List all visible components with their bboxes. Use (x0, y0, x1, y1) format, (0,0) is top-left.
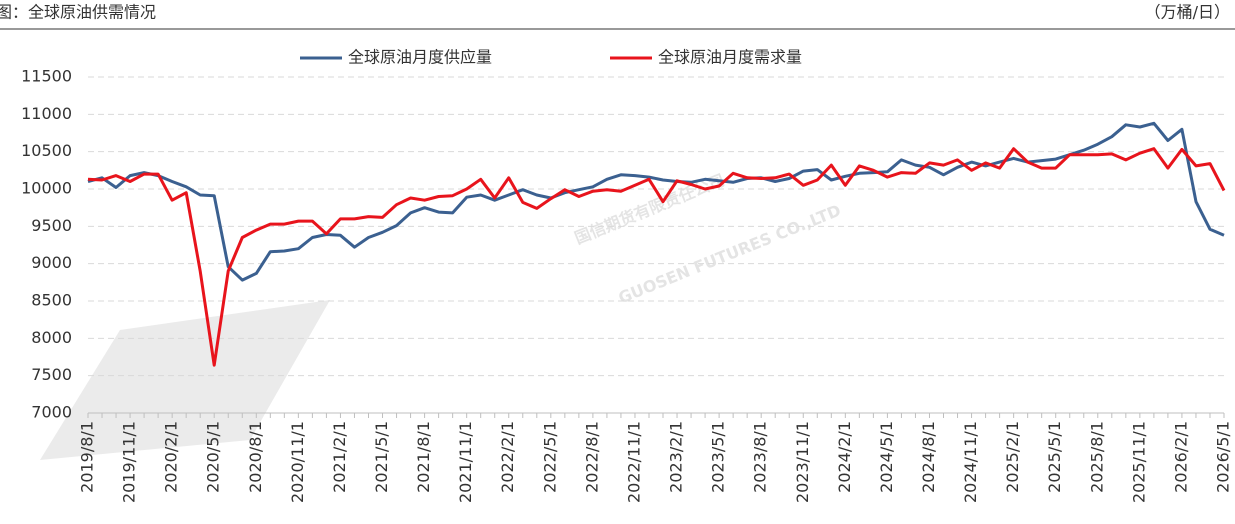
x-tick-label: 2026/5/1 (1214, 421, 1233, 493)
legend-label: 全球原油月度供应量 (348, 48, 492, 67)
x-tick-label: 2025/8/1 (1087, 421, 1106, 493)
watermark-logo (40, 300, 330, 460)
x-tick-label: 2024/8/1 (919, 421, 938, 493)
chart-title: 图：全球原油供需情况 (0, 3, 156, 22)
x-tick-label: 2025/11/1 (1129, 421, 1148, 503)
y-tick-label: 7500 (31, 365, 72, 384)
x-tick-label: 2024/2/1 (835, 421, 854, 493)
y-tick-label: 9000 (31, 253, 72, 272)
x-tick-label: 2022/2/1 (498, 421, 517, 493)
x-tick-label: 2023/2/1 (667, 421, 686, 493)
x-tick-label: 2023/11/1 (793, 421, 812, 503)
x-tick-label: 2020/11/1 (288, 421, 307, 503)
x-tick-label: 2019/8/1 (78, 421, 97, 493)
unit-label: （万桶/日） (1145, 3, 1230, 22)
x-tick-label: 2026/2/1 (1171, 421, 1190, 493)
series-line (87, 121, 1225, 282)
y-tick-label: 10000 (21, 179, 72, 198)
y-tick-label: 7000 (31, 403, 72, 422)
x-tick-label: 2021/11/1 (456, 421, 475, 503)
x-tick-label: 2022/8/1 (582, 421, 601, 493)
x-tick-label: 2020/8/1 (246, 421, 265, 493)
x-tick-label: 2020/5/1 (204, 421, 223, 493)
y-tick-label: 9500 (31, 216, 72, 235)
x-tick-label: 2021/5/1 (372, 421, 391, 493)
legend-label: 全球原油月度需求量 (658, 48, 802, 67)
y-tick-label: 8500 (31, 291, 72, 310)
x-tick-label: 2024/11/1 (961, 421, 980, 503)
y-tick-label: 10500 (21, 141, 72, 160)
y-tick-label: 11000 (21, 104, 72, 123)
x-tick-label: 2023/8/1 (751, 421, 770, 493)
y-tick-label: 11500 (21, 67, 72, 86)
x-tick-label: 2022/5/1 (540, 421, 559, 493)
series-line (87, 147, 1226, 367)
x-tick-label: 2024/5/1 (877, 421, 896, 493)
x-tick-label: 2025/2/1 (1003, 421, 1022, 493)
x-tick-label: 2021/2/1 (330, 421, 349, 493)
x-tick-label: 2020/2/1 (162, 421, 181, 493)
y-tick-label: 8000 (31, 328, 72, 347)
x-tick-label: 2019/11/1 (120, 421, 139, 503)
x-tick-label: 2025/5/1 (1045, 421, 1064, 493)
x-tick-label: 2021/8/1 (414, 421, 433, 493)
x-tick-label: 2022/11/1 (624, 421, 643, 503)
x-tick-label: 2023/5/1 (709, 421, 728, 493)
